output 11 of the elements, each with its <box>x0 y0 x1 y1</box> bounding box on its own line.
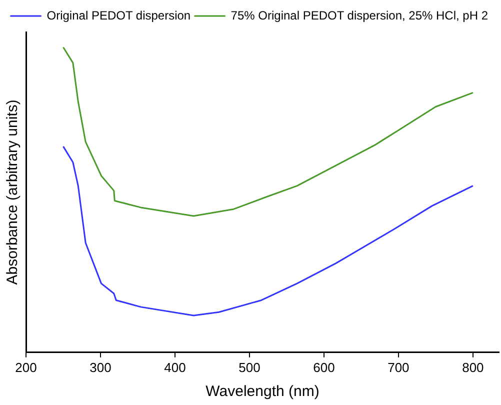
legend-label: 75% Original PEDOT dispersion, 25% HCl, pH 2 <box>230 8 488 22</box>
y-axis-title: Absorbance (arbitrary units) <box>4 100 22 285</box>
x-tick-label: 600 <box>313 360 335 375</box>
x-tick-label: 400 <box>164 360 186 375</box>
x-tick-label: 800 <box>462 360 484 375</box>
x-axis-title: Wavelength (nm) <box>206 383 320 400</box>
x-tick-label: 300 <box>90 360 112 375</box>
x-tick-label: 500 <box>238 360 260 375</box>
legend-label: Original PEDOT dispersion <box>46 8 191 22</box>
x-tick-label: 200 <box>15 360 37 375</box>
x-tick-label: 700 <box>388 360 410 375</box>
